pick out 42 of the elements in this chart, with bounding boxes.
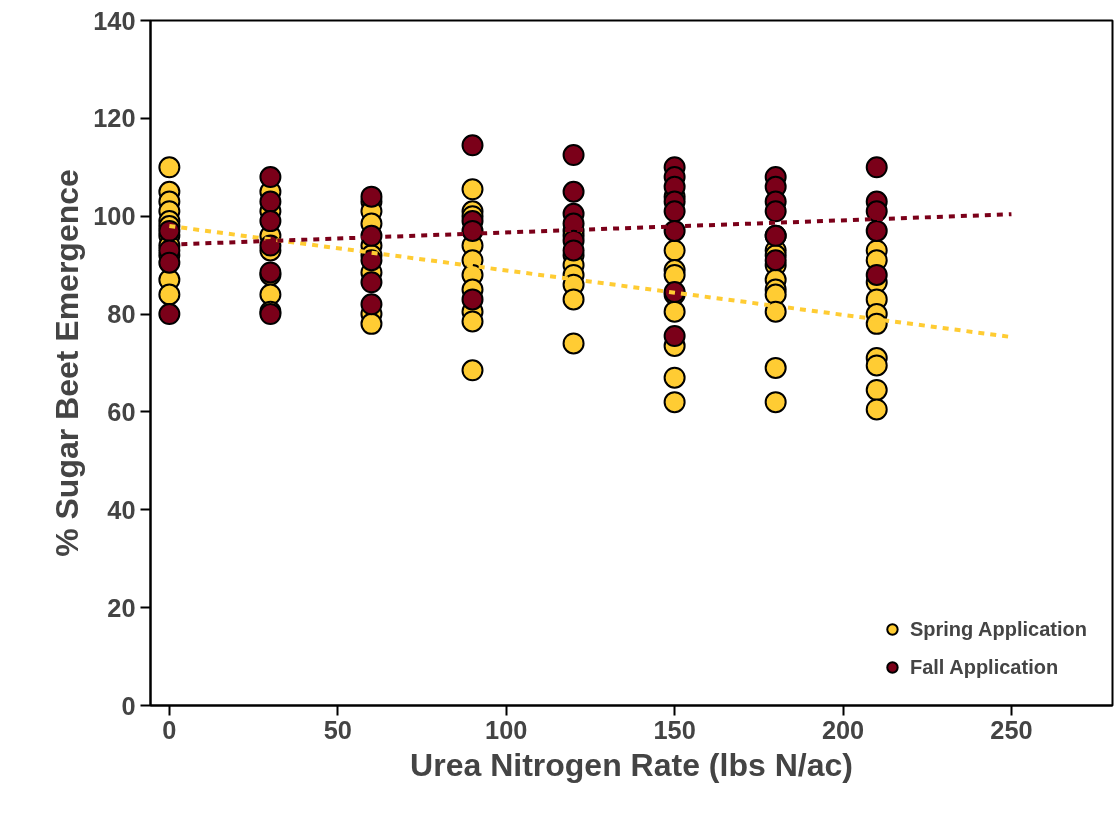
y-tick-label: 20 [107,593,136,622]
point [360,249,383,272]
point [259,190,282,213]
y-tick-label: 120 [93,104,136,133]
point [663,219,686,242]
point [360,271,383,294]
x-tick-label: 50 [323,715,352,744]
y-tick-label: 140 [93,6,136,35]
x-axis-title: Urea Nitrogen Rate (lbs N/ac) [410,746,853,783]
y-tick-label: 0 [121,691,136,720]
x-tick-label: 150 [653,715,696,744]
point [663,325,686,348]
point [764,249,787,272]
point [562,144,585,167]
x-tick-label: 100 [485,715,528,744]
point [360,293,383,316]
point [461,219,484,242]
point [259,166,282,189]
point [360,185,383,208]
point [259,210,282,233]
point [865,219,888,242]
point [158,219,181,242]
x-tick-label: 200 [821,715,865,744]
point [865,263,888,286]
y-tick-label: 40 [107,495,136,524]
y-axis-title: % Sugar Beet Emergence [49,169,86,557]
x-tick-label: 250 [990,715,1033,744]
legend-label: Fall Application [909,655,1059,679]
y-tick-label: 60 [107,397,136,426]
x-tick-label: 0 [162,715,177,744]
point [158,303,181,326]
point [562,180,585,203]
point [461,134,484,157]
point [158,251,181,274]
point [663,200,686,223]
y-tick-label: 80 [107,300,136,329]
point [562,239,585,262]
y-tick-label: 100 [93,202,136,231]
point [764,200,787,223]
point [461,288,484,311]
point [865,156,888,179]
legend-label: Spring Application [909,617,1087,641]
